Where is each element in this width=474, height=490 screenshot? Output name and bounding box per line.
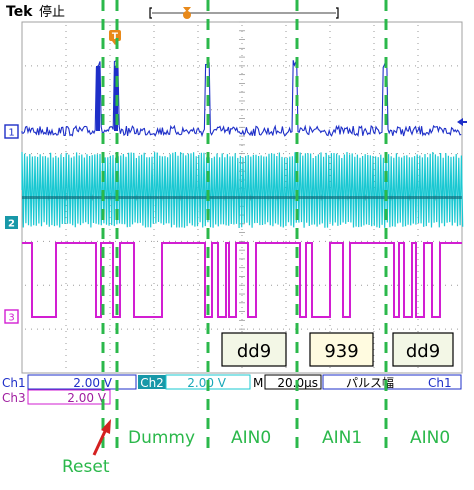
ch1-scale-box[interactable]: [27, 374, 137, 390]
trigger-readout-box[interactable]: [322, 374, 462, 390]
decoded-box-2: 939: [309, 332, 374, 367]
ch2-label-box[interactable]: [138, 375, 166, 389]
channel-2-marker[interactable]: 2: [5, 216, 18, 230]
decoded-value-3: dd9: [406, 341, 440, 362]
record-position-bar[interactable]: [149, 7, 339, 19]
trigger-level-arrow-icon[interactable]: [457, 118, 467, 126]
phase-labels: Dummy AIN0 AIN1 AIN0: [128, 428, 450, 448]
decoded-value-1: dd9: [237, 341, 271, 362]
channel-2-label: 2: [8, 219, 15, 230]
waveform-traces: [21, 58, 464, 318]
ch2-readout-label: Ch2: [140, 376, 164, 390]
phase-label-ain0-b: AIN0: [410, 428, 450, 448]
header-bar: Tek 停止: [6, 4, 339, 20]
channel-3-marker[interactable]: 3: [4, 309, 19, 324]
ch3-scale-value: 2.00 V: [67, 391, 107, 405]
ch3-scale-box[interactable]: [27, 389, 111, 405]
decoded-value-2: 939: [324, 341, 358, 362]
decoded-box-1: dd9: [221, 332, 287, 367]
ch1-scale-value: 2.00 V: [73, 376, 113, 390]
timebase-box[interactable]: [264, 374, 322, 390]
reset-label: Reset: [62, 457, 110, 477]
trigger-position-marker-icon[interactable]: [183, 7, 191, 19]
brand-logo: Tek: [6, 4, 33, 20]
phase-label-ain0-a: AIN0: [231, 428, 271, 448]
ch3-readout-label: Ch3: [2, 391, 26, 405]
trigger-marker-label: T: [112, 32, 119, 42]
timebase-label: M: [253, 376, 263, 390]
reset-arrow-icon: [92, 419, 111, 456]
trigger-source: Ch1: [428, 376, 452, 390]
run-state: 停止: [39, 4, 65, 20]
channel-1-marker[interactable]: 1: [4, 124, 19, 139]
decoded-box-3: dd9: [392, 332, 454, 367]
phase-label-dummy: Dummy: [128, 428, 195, 448]
status-bar: Ch1 2.00 V Ch2 2.00 V M 20.0µs パルス幅 Ch1 …: [2, 374, 462, 405]
channel-3-label: 3: [8, 313, 14, 324]
channel-1-label: 1: [8, 128, 14, 139]
phase-label-ain1: AIN1: [322, 428, 362, 448]
ch1-readout-label: Ch1: [2, 376, 26, 390]
trigger-mode: パルス幅: [346, 375, 394, 390]
